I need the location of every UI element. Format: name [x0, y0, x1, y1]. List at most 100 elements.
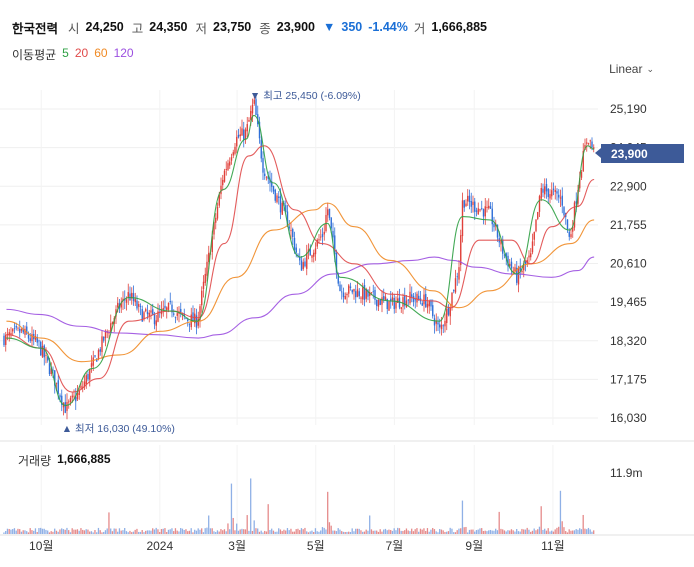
candle-body	[341, 291, 343, 293]
volume-bar	[311, 530, 313, 534]
candle-body	[444, 320, 446, 327]
candle-body	[145, 309, 147, 312]
candle-body	[20, 328, 23, 331]
volume-bar	[302, 529, 304, 534]
volume-bar	[370, 529, 373, 534]
candle-body	[477, 208, 479, 215]
volume-axis: 11.9m	[610, 466, 642, 480]
volume-bar	[82, 529, 84, 534]
volume-bar	[468, 529, 471, 534]
candle-body	[290, 230, 292, 232]
volume-bar	[556, 527, 558, 534]
moving-average-legend[interactable]: 이동평균 5 20 60 120	[12, 46, 134, 63]
volume-bar	[257, 528, 259, 534]
volume-bar	[306, 531, 308, 534]
volume-bar	[395, 530, 397, 534]
volume-bar	[545, 530, 548, 534]
volume-bar	[38, 528, 40, 534]
candle-body	[232, 152, 234, 156]
candle-body	[402, 297, 404, 307]
volume-bar	[239, 529, 241, 534]
candle-body	[260, 139, 262, 159]
volume-bar	[71, 528, 73, 534]
volume-bar	[12, 529, 14, 534]
volume-panel-label: 거래량	[18, 454, 52, 468]
volume-bar	[593, 530, 595, 534]
candle-body	[80, 385, 82, 389]
candle-body	[370, 292, 373, 294]
candle-body	[127, 292, 129, 299]
candle-body	[414, 299, 416, 301]
candle-body	[92, 357, 94, 366]
volume-bar	[64, 529, 66, 534]
candle-body	[139, 306, 142, 308]
volume-bar	[374, 530, 376, 534]
candle-body	[234, 146, 236, 154]
time-tick-label: 3월	[228, 539, 246, 553]
candle-body	[353, 289, 355, 292]
volume-bar	[94, 530, 96, 534]
volume-bar	[437, 532, 439, 534]
volume-bar	[103, 531, 105, 534]
candle-body	[27, 334, 30, 339]
ma-60-period: 60	[94, 46, 108, 60]
volume-bar	[115, 528, 117, 534]
candle-body	[367, 290, 369, 297]
candle-body	[537, 211, 539, 219]
volume-bar	[587, 527, 590, 534]
volume-bar	[561, 521, 563, 534]
candle-body	[517, 268, 520, 285]
volume-bar	[423, 528, 425, 534]
candle-body	[580, 172, 583, 178]
volume-bar	[85, 529, 87, 534]
candle-body	[411, 294, 413, 297]
volume-bar	[122, 530, 124, 534]
candle-body	[339, 284, 341, 292]
candle-body	[141, 309, 143, 322]
volume-bar	[552, 531, 555, 534]
scale-mode-dropdown[interactable]: Linear ⌄	[609, 62, 654, 76]
candle-body	[412, 296, 415, 302]
volume-bar	[110, 528, 112, 534]
candle-body	[173, 313, 175, 315]
volume-bar	[314, 528, 317, 534]
volume-bars	[3, 478, 595, 534]
candle-body	[281, 202, 283, 215]
candle-body	[566, 219, 569, 230]
candle-body	[432, 305, 434, 317]
candle-body	[31, 334, 33, 342]
candle-body	[190, 314, 192, 328]
candle-body	[36, 337, 38, 343]
close-label: 종	[259, 21, 271, 36]
candle-body	[54, 370, 56, 386]
candle-body	[157, 311, 159, 322]
volume-bar	[362, 531, 364, 534]
volume-bar	[153, 529, 156, 534]
volume-bar	[528, 529, 530, 534]
candle-body	[519, 265, 521, 271]
candle-body	[243, 129, 245, 140]
volume-bar	[341, 531, 343, 534]
volume-bar	[164, 528, 166, 534]
chevron-down-icon: ⌄	[646, 63, 654, 74]
volume-bar	[316, 531, 318, 534]
volume-bar	[551, 530, 553, 534]
volume-bar	[48, 532, 51, 534]
time-tick-label: 10월	[29, 539, 53, 553]
volume-bar	[31, 530, 33, 534]
candle-body	[311, 255, 313, 258]
volume-bar	[223, 529, 226, 534]
candle-body	[120, 303, 122, 308]
volume-bar	[134, 529, 136, 534]
candle-body	[45, 355, 47, 356]
candle-body	[12, 329, 14, 332]
candle-body	[332, 230, 334, 238]
volume-bar	[216, 530, 219, 534]
candle-body	[218, 194, 220, 206]
candle-body	[586, 142, 588, 144]
price-tick-label: 17,175	[610, 372, 647, 386]
candle-body	[407, 299, 409, 301]
volume-bar	[386, 530, 388, 534]
volume-bar	[285, 530, 287, 534]
